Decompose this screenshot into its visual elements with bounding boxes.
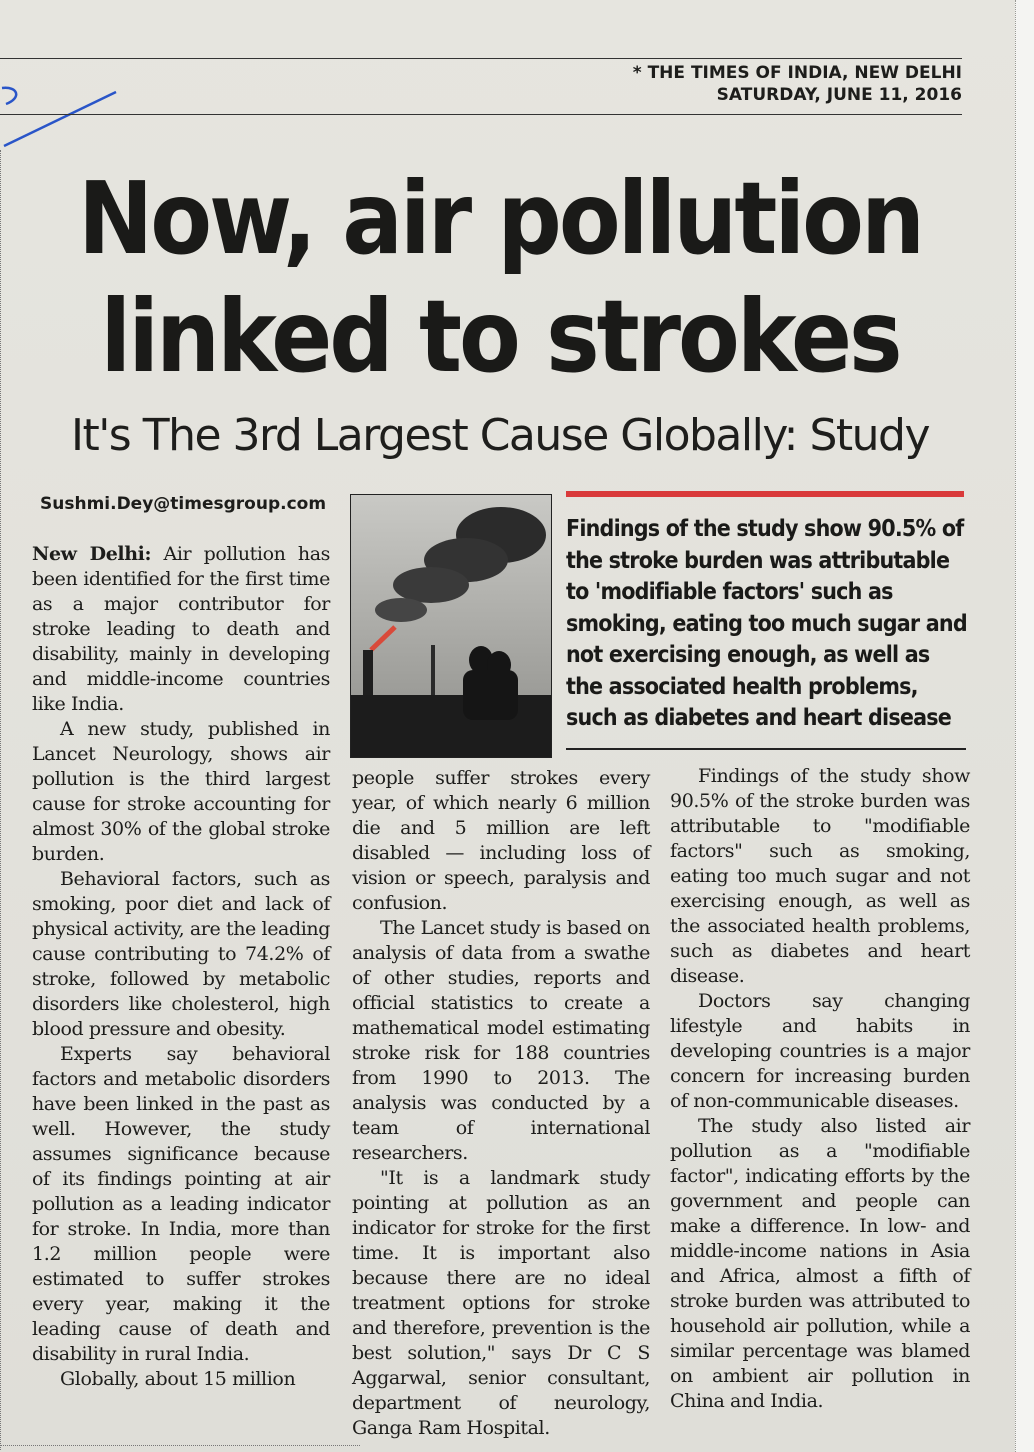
byline: Sushmi.Dey@timesgroup.com [40, 494, 327, 514]
pull-quote-bottom-rule [566, 748, 966, 750]
headline: Now, air pollution linked to strokes [40, 160, 960, 396]
masthead-top-rule [0, 58, 962, 59]
article-paragraph: The study also listed air pollution as a… [670, 1115, 970, 1412]
fold-line [0, 150, 7, 1450]
article-paragraph: Behavioral factors, such as smoking, poo… [32, 868, 330, 1040]
masthead-date: SATURDAY, JUNE 11, 2016 [716, 85, 962, 105]
pull-quote-rule [566, 491, 964, 497]
paper-edge [1015, 0, 1034, 1452]
article-paragraph: people suffer strokes every year, of whi… [352, 767, 650, 914]
article-column-1: New Delhi: Air pollution has been identi… [32, 542, 330, 1392]
article-paragraph: New Delhi: Air pollution has been identi… [32, 542, 330, 717]
clip-edge [0, 1445, 360, 1446]
smokestack-photo [350, 494, 552, 758]
article-column-2: people suffer strokes every year, of whi… [352, 766, 650, 1441]
article-paragraph: Doctors say changing lifestyle and habit… [670, 990, 970, 1112]
article-paragraph: Experts say behavioral factors and metab… [32, 1043, 330, 1365]
masthead: * THE TIMES OF INDIA, NEW DELHI SATURDAY… [633, 62, 962, 106]
article-paragraph: Findings of the study show 90.5% of the … [670, 765, 970, 987]
pen-mark [1, 86, 117, 148]
subheadline: It's The 3rd Largest Cause Globally: Stu… [70, 410, 931, 461]
article-paragraph: Globally, about 15 million [60, 1368, 296, 1390]
masthead-publication: * THE TIMES OF INDIA, NEW DELHI [632, 63, 962, 83]
paragraph-text: Air pollution has been identified for th… [32, 543, 331, 715]
pull-quote: Findings of the study show 90.5% of the … [566, 516, 968, 731]
article-paragraph: "It is a landmark study pointing at poll… [352, 1167, 650, 1439]
article-paragraph: A new study, published in Lancet Neurolo… [32, 718, 330, 865]
dateline: New Delhi: [32, 543, 152, 565]
headline-line-2: linked to strokes [100, 278, 902, 395]
masthead-bottom-rule [0, 114, 962, 115]
headline-line-1: Now, air pollution [77, 160, 925, 277]
article-paragraph: The Lancet study is based on analysis of… [352, 917, 650, 1164]
article-column-3: Findings of the study show 90.5% of the … [670, 764, 970, 1414]
